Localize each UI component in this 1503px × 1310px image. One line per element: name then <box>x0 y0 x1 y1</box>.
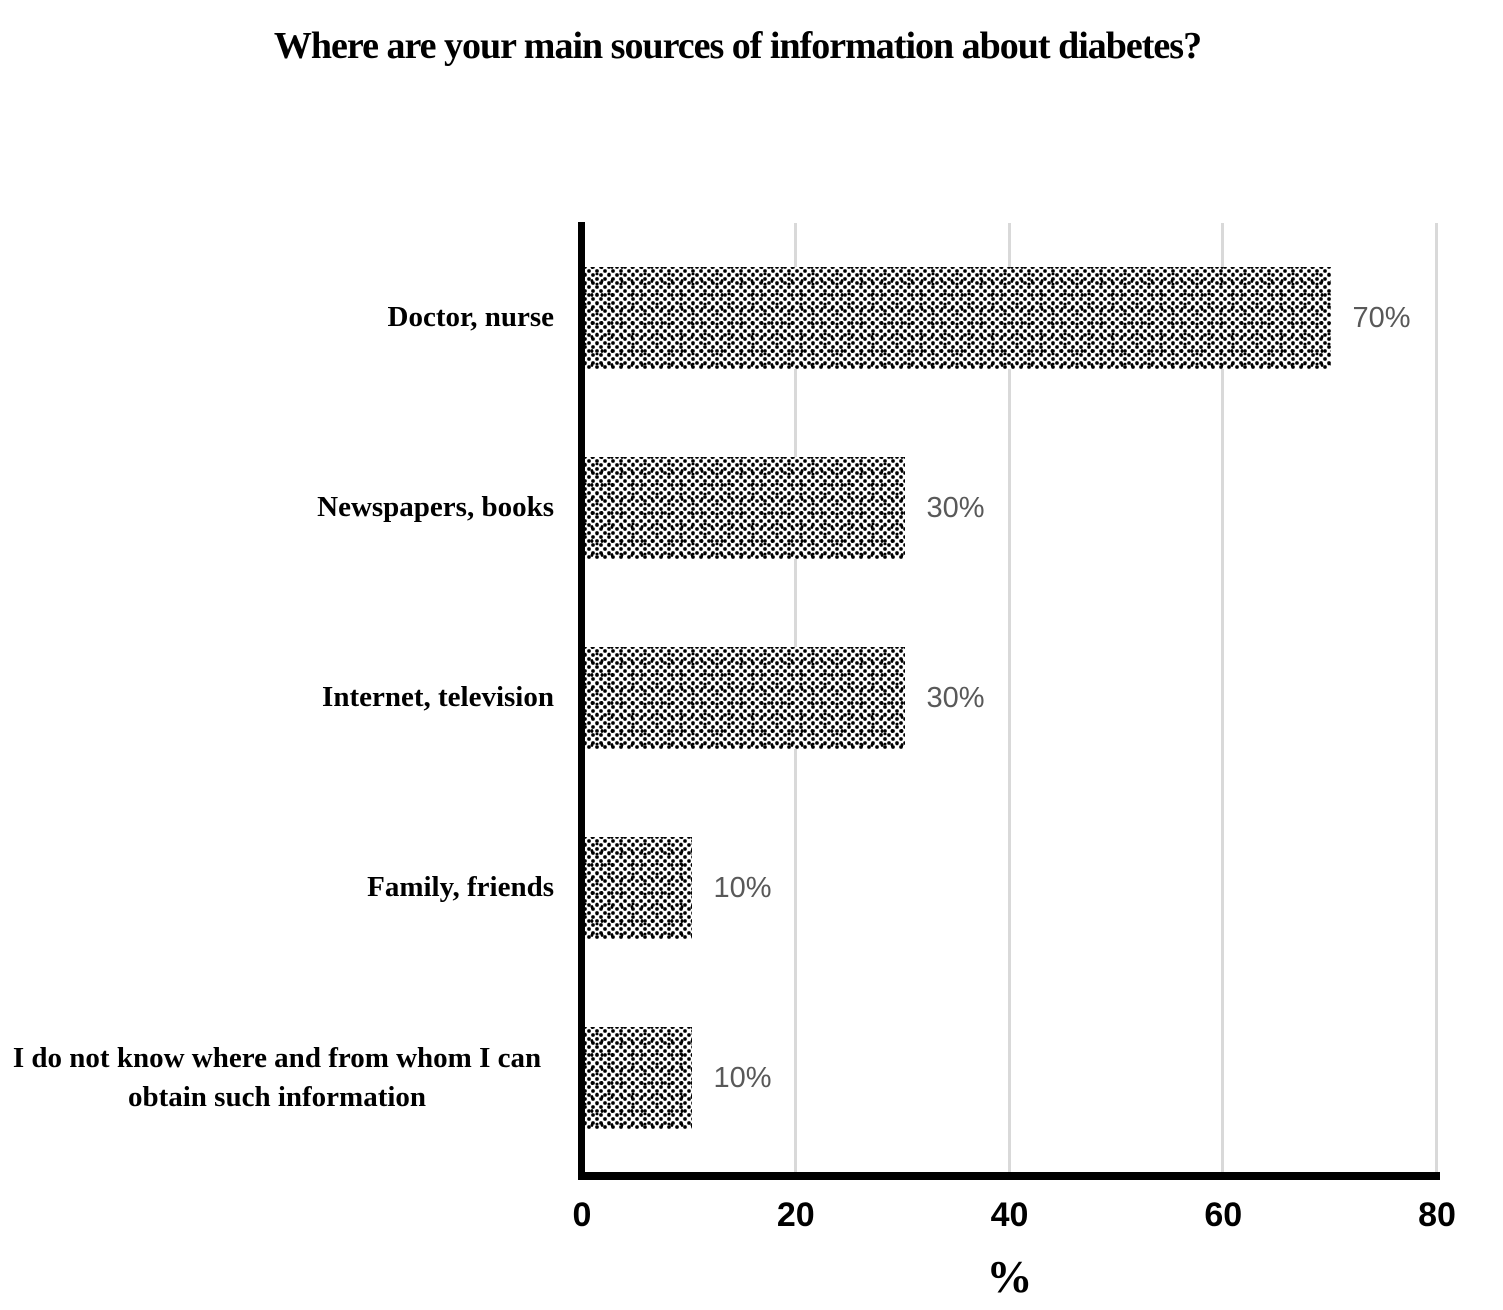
bar <box>585 647 905 749</box>
gridline <box>1435 223 1438 1173</box>
category-label: Newspapers, books <box>317 491 554 524</box>
x-axis-ticks: 0 20 40 60 80 <box>573 1196 1456 1240</box>
x-tick-label: 60 <box>1204 1196 1243 1234</box>
data-label: 30% <box>926 681 985 714</box>
bar <box>585 1027 692 1129</box>
x-axis-title: % <box>986 1251 1033 1302</box>
category-axis: Doctor, nurse Newspapers, books Internet, … <box>0 223 578 1173</box>
bar-row: 30% <box>585 603 1437 793</box>
data-label: 10% <box>713 1061 772 1094</box>
category-label: Internet, television <box>322 681 554 714</box>
bar <box>585 457 905 559</box>
x-tick-label: 80 <box>1418 1196 1456 1234</box>
x-tick-label: 20 <box>776 1196 815 1234</box>
bar-row: 10% <box>585 793 1437 983</box>
plot-area: 70% 30% 30% 10% 10% <box>585 223 1437 1173</box>
gridline <box>1007 223 1011 1173</box>
data-label: 70% <box>1352 301 1411 334</box>
x-tick-label: 40 <box>990 1196 1029 1234</box>
data-label: 30% <box>926 491 985 524</box>
bar-row: 30% <box>585 413 1437 603</box>
data-label: 10% <box>713 871 772 904</box>
bar <box>585 837 692 939</box>
category-label: Family, friends <box>367 871 554 904</box>
bar-row: 10% <box>585 983 1437 1173</box>
x-tick-label: 0 <box>572 1196 592 1234</box>
bar-row: 70% <box>585 223 1437 413</box>
category-label: Doctor, nurse <box>387 301 554 334</box>
chart-title: Where are your main sources of informati… <box>273 25 1202 67</box>
bar <box>585 267 1331 369</box>
category-label: I do not know where and from whom I can … <box>12 1041 542 1113</box>
y-axis-line <box>578 222 585 1180</box>
gridline <box>1221 223 1225 1173</box>
x-axis-line <box>578 1172 1440 1180</box>
